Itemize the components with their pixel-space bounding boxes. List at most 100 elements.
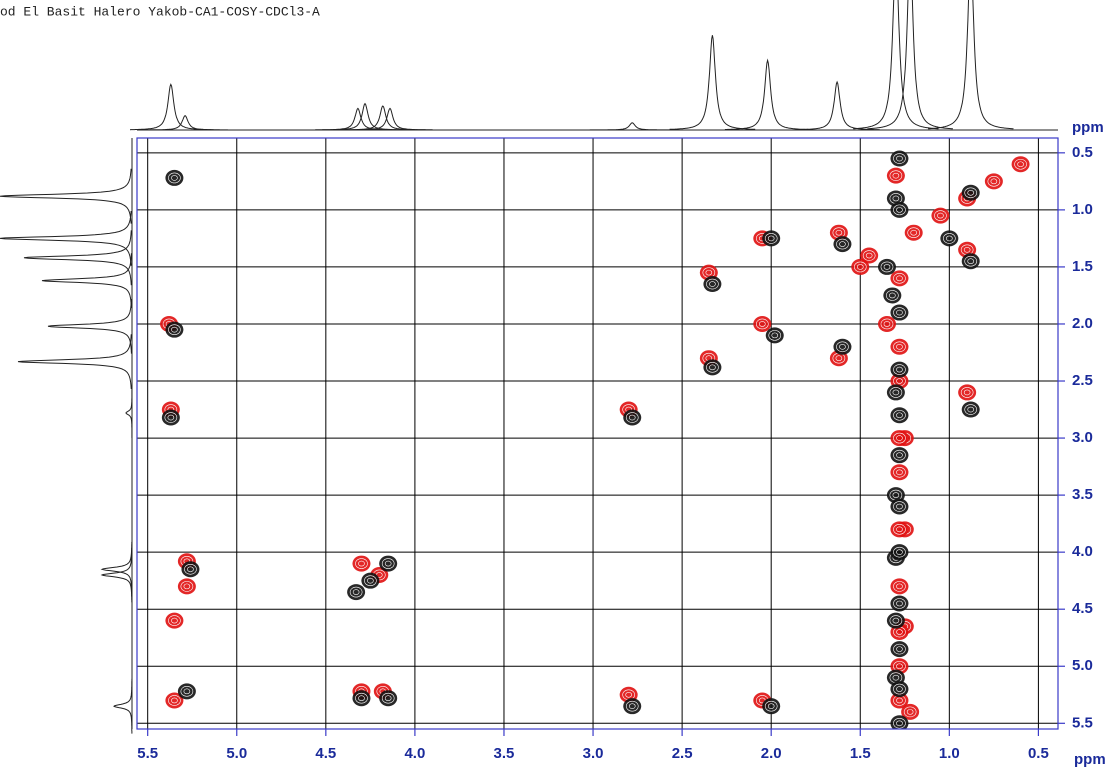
y-tick-label: 1.5	[1072, 258, 1093, 275]
contour	[767, 235, 775, 242]
contour	[839, 241, 846, 247]
contour	[890, 578, 909, 595]
contour	[1017, 161, 1024, 168]
cross-peak	[890, 595, 909, 612]
contour	[910, 229, 918, 236]
cross-peak	[165, 321, 184, 338]
contour	[893, 307, 906, 318]
contour	[890, 361, 909, 378]
cross-peak	[379, 555, 398, 572]
cross-peak	[623, 409, 642, 426]
contour	[183, 583, 191, 590]
contour	[896, 503, 903, 510]
contour	[860, 247, 879, 264]
contour	[168, 615, 181, 626]
contour	[381, 692, 395, 704]
contour	[893, 409, 906, 421]
contour	[892, 195, 900, 202]
contour	[893, 598, 906, 609]
contour	[384, 560, 392, 567]
contour	[946, 235, 953, 242]
contour	[907, 227, 921, 238]
cross-peak	[961, 184, 980, 201]
contour	[171, 326, 178, 333]
cross-peak	[890, 464, 909, 481]
contour	[967, 406, 975, 413]
contour	[880, 318, 894, 330]
contour	[851, 258, 870, 275]
projection-peak	[347, 107, 433, 131]
cross-peak	[890, 270, 909, 287]
cross-peak	[890, 201, 909, 218]
projection-peak	[0, 168, 132, 224]
projection-peak	[853, 0, 939, 130]
contour	[758, 321, 766, 327]
x-tick-label: 1.5	[850, 745, 871, 762]
y-tick-label: 4.0	[1072, 543, 1093, 560]
contour	[358, 695, 365, 701]
projection-peak	[724, 58, 811, 130]
contour	[890, 201, 909, 218]
x-axis-label: ppm	[1074, 751, 1106, 768]
contour	[896, 435, 903, 441]
contour	[896, 646, 903, 652]
contour	[184, 563, 197, 575]
contour	[934, 210, 947, 221]
contour	[889, 615, 903, 626]
contour	[349, 586, 363, 598]
plot-frame	[136, 137, 1059, 730]
contour	[890, 641, 909, 658]
cross-peak	[762, 230, 781, 247]
contour	[379, 555, 398, 572]
contour	[896, 549, 903, 555]
contour	[961, 401, 980, 418]
contour	[893, 341, 906, 353]
contour	[768, 330, 782, 341]
contour	[893, 546, 906, 558]
contour	[883, 321, 891, 327]
x-tick-label: 2.0	[761, 745, 782, 762]
contour	[183, 688, 191, 695]
axes: 5.5 5.0 4.5 4.0 3.5 3.0 2.5 2.0 1.5 1.0 0.5 0.5 1.0 1…	[137, 144, 1093, 762]
cross-peak	[623, 698, 642, 715]
cross-peak	[961, 253, 980, 270]
contour	[709, 364, 716, 371]
contour	[893, 204, 906, 216]
contour	[862, 250, 876, 261]
contour	[893, 683, 906, 695]
contour	[883, 287, 902, 304]
cross-peak	[901, 703, 920, 720]
contour	[625, 412, 639, 423]
cross-peak	[904, 224, 923, 241]
chart-title: od El Basit Halero Yakob-CA1-COSY-CDCl3-…	[0, 4, 320, 19]
contour	[165, 692, 184, 709]
cross-peak	[361, 572, 380, 589]
contour	[833, 236, 852, 253]
grid	[137, 138, 1058, 729]
contour	[771, 332, 779, 339]
contour	[352, 690, 371, 707]
contour	[896, 686, 903, 692]
contour	[903, 706, 917, 718]
x-tick-label: 4.0	[404, 745, 425, 762]
contour	[764, 233, 778, 244]
contour	[896, 600, 903, 607]
cross-peak	[1011, 156, 1030, 173]
contour	[877, 258, 896, 275]
cross-peak	[886, 384, 905, 401]
cross-peak	[886, 167, 905, 184]
contour	[165, 321, 184, 338]
contour	[896, 309, 903, 316]
x-tick-label: 2.5	[672, 745, 693, 762]
contour	[886, 384, 905, 401]
cross-peak	[703, 359, 722, 376]
contour	[628, 703, 636, 709]
contour	[892, 674, 900, 681]
contour	[889, 170, 903, 181]
projection-peak	[322, 102, 408, 131]
contour	[835, 229, 843, 236]
contour	[906, 709, 914, 715]
contour	[177, 578, 196, 595]
x-tick-label: 4.5	[315, 745, 336, 762]
cross-peak	[379, 690, 398, 707]
